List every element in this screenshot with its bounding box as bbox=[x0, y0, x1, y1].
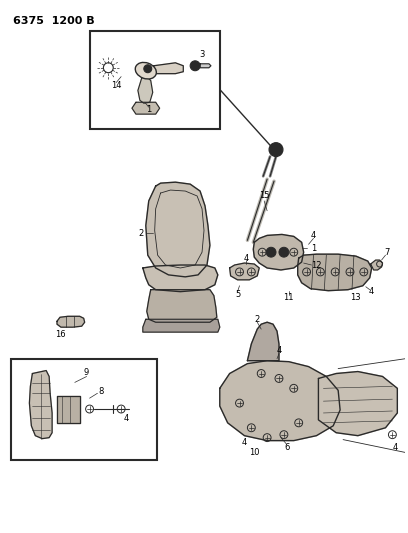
Text: 4: 4 bbox=[393, 443, 398, 452]
Polygon shape bbox=[253, 235, 304, 270]
Text: 4: 4 bbox=[244, 254, 249, 263]
Polygon shape bbox=[371, 260, 383, 270]
Circle shape bbox=[190, 61, 200, 71]
Text: 14: 14 bbox=[111, 81, 122, 90]
Text: 15: 15 bbox=[259, 191, 269, 200]
Polygon shape bbox=[230, 263, 259, 280]
Text: 9: 9 bbox=[84, 368, 89, 377]
Polygon shape bbox=[147, 289, 217, 322]
Polygon shape bbox=[247, 322, 279, 361]
Text: 4: 4 bbox=[124, 414, 129, 423]
Text: 2: 2 bbox=[138, 229, 144, 238]
Text: 11: 11 bbox=[284, 293, 294, 302]
Polygon shape bbox=[57, 316, 84, 327]
Polygon shape bbox=[154, 63, 183, 74]
Polygon shape bbox=[138, 78, 153, 103]
Polygon shape bbox=[143, 265, 218, 292]
Polygon shape bbox=[143, 319, 220, 332]
Polygon shape bbox=[200, 64, 211, 68]
Polygon shape bbox=[57, 396, 80, 423]
Circle shape bbox=[279, 247, 289, 257]
Ellipse shape bbox=[135, 62, 156, 79]
Text: 4: 4 bbox=[242, 438, 247, 447]
Text: 16: 16 bbox=[55, 329, 65, 338]
Text: 2: 2 bbox=[255, 315, 260, 324]
Text: 6: 6 bbox=[284, 443, 290, 452]
Polygon shape bbox=[146, 182, 210, 277]
Text: 4: 4 bbox=[311, 231, 316, 240]
Text: 1: 1 bbox=[311, 244, 316, 253]
Circle shape bbox=[144, 65, 152, 72]
Bar bbox=[90, 31, 220, 129]
Text: 13: 13 bbox=[350, 293, 361, 302]
Polygon shape bbox=[318, 372, 397, 435]
Polygon shape bbox=[29, 370, 52, 439]
Text: 4: 4 bbox=[276, 346, 282, 356]
Circle shape bbox=[269, 143, 283, 157]
Text: 10: 10 bbox=[249, 448, 259, 457]
Text: 4: 4 bbox=[369, 287, 374, 296]
Text: 12: 12 bbox=[311, 261, 322, 270]
Text: 7: 7 bbox=[385, 248, 390, 257]
Text: 8: 8 bbox=[99, 387, 104, 396]
Polygon shape bbox=[132, 102, 160, 114]
Polygon shape bbox=[220, 361, 340, 441]
Circle shape bbox=[266, 247, 276, 257]
Text: 5: 5 bbox=[235, 290, 240, 299]
Polygon shape bbox=[298, 254, 372, 290]
Bar bbox=[11, 359, 157, 461]
Text: 1: 1 bbox=[146, 104, 151, 114]
Text: 6375  1200 B: 6375 1200 B bbox=[13, 17, 94, 27]
Text: 3: 3 bbox=[200, 51, 205, 59]
